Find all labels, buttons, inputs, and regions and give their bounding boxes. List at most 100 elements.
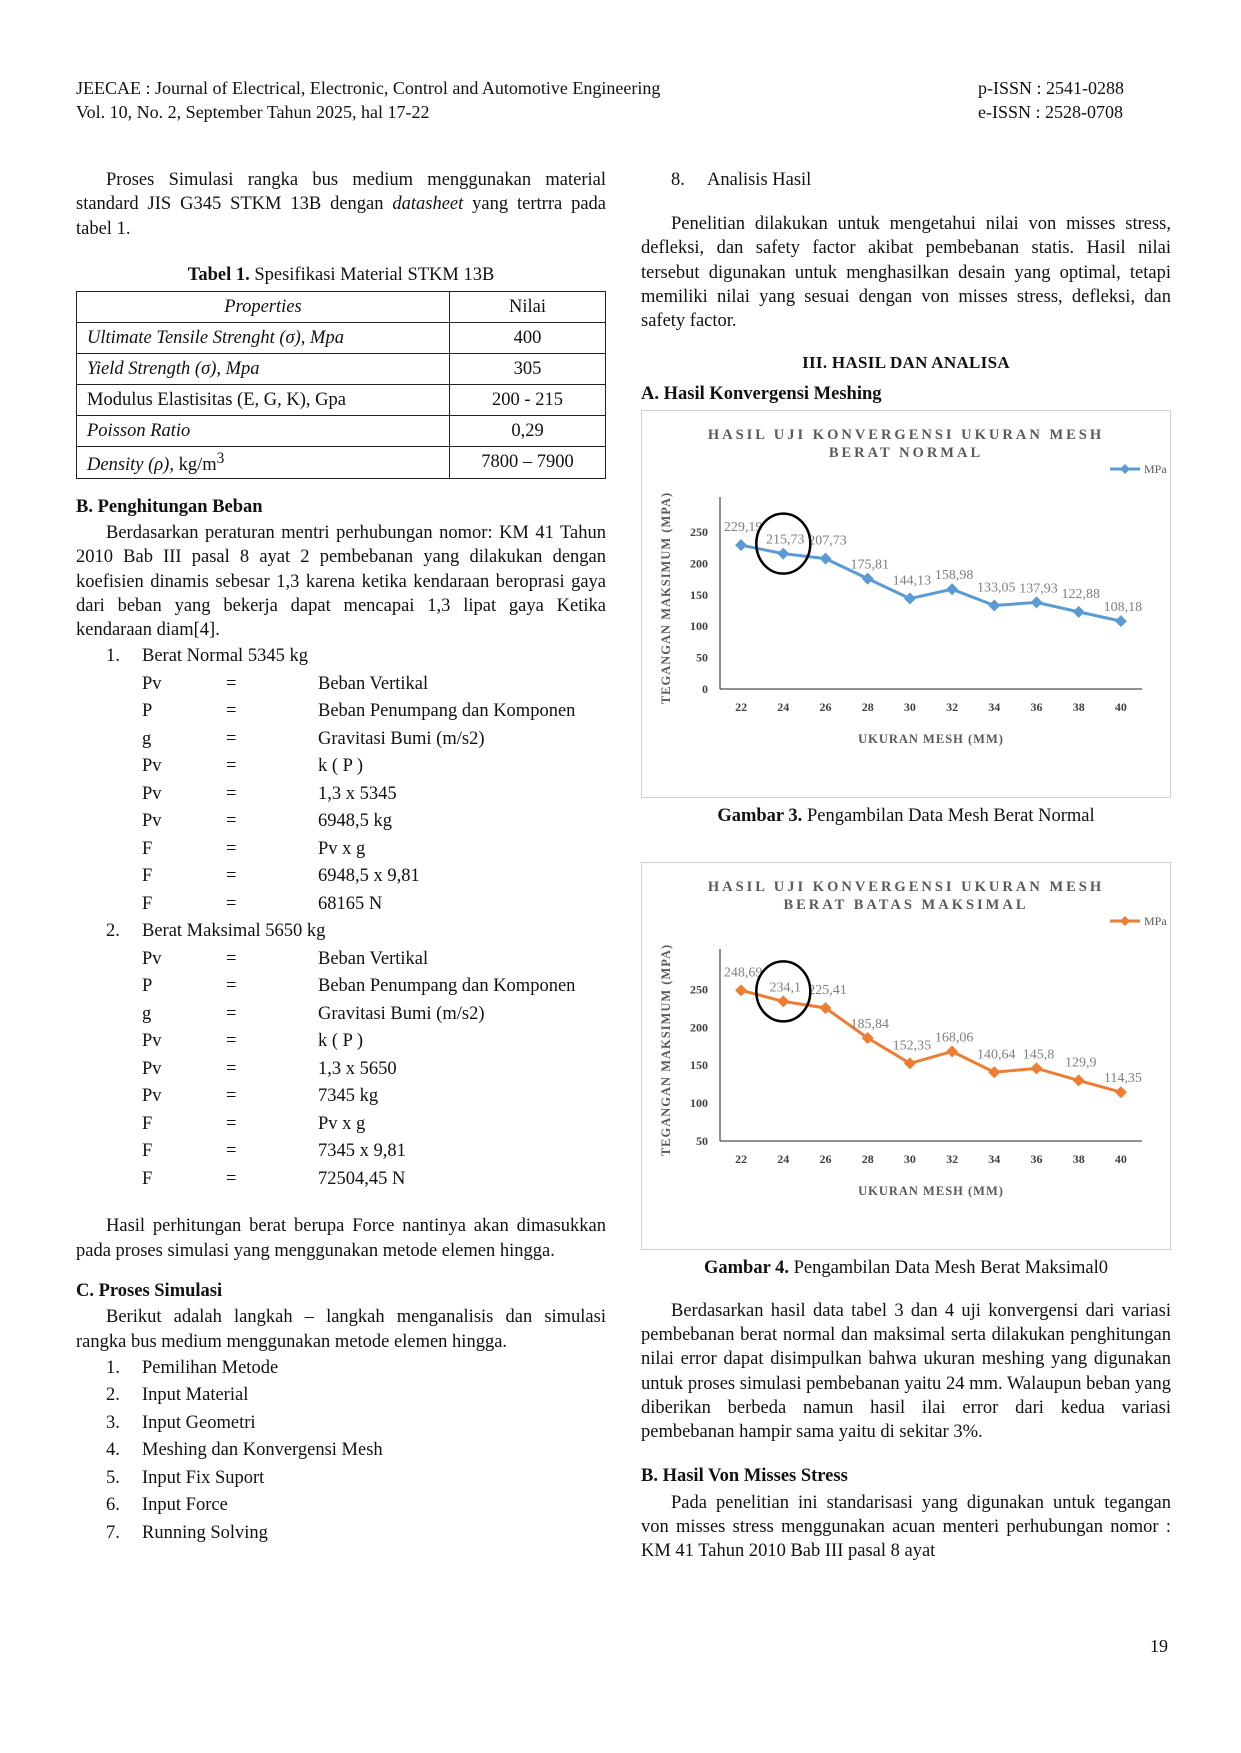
list-text: Analisis Hasil xyxy=(707,169,812,190)
table-row: Ultimate Tensile Strenght (σ), Mpa 400 xyxy=(76,322,606,355)
data-point xyxy=(735,984,748,997)
x-tick-label: 40 xyxy=(1115,1152,1127,1166)
equation-value: Beban Penumpang dan Komponen xyxy=(318,976,576,997)
y-axis-title: TEGANGAN MAKSIMUM (MPA) xyxy=(659,492,673,704)
legend-swatch-marker xyxy=(1120,916,1130,927)
data-label: 152,35 xyxy=(893,1039,932,1054)
equation-symbol: Pv xyxy=(142,1031,162,1052)
chart-title: BERAT BATAS MAKSIMAL xyxy=(783,897,1028,913)
data-label: 207,73 xyxy=(808,534,847,549)
equation-row: g = Gravitasi Bumi (m/s2) xyxy=(76,725,606,753)
equation-equals: = xyxy=(226,1113,237,1134)
list-text: Berat Maksimal 5650 kg xyxy=(142,921,326,942)
property-label: Poisson Ratio xyxy=(87,421,191,442)
header-left: JEECAE : Journal of Electrical, Electron… xyxy=(76,76,660,124)
data-label: 225,41 xyxy=(808,983,847,998)
data-point xyxy=(819,1002,832,1015)
steps-list: 1. Pemilihan Metode 2. Input Material 3. In… xyxy=(76,1354,606,1547)
equation-value: 7345 x 9,81 xyxy=(318,1141,406,1162)
equation-symbol: Pv xyxy=(142,756,162,777)
step-8: 8. Analisis Hasil xyxy=(641,168,1171,192)
load-2-title: 2. Berat Maksimal 5650 kg xyxy=(76,917,606,945)
equation-equals: = xyxy=(226,783,237,804)
analysis-paragraph: Penelitian dilakukan untuk mengetahui ni… xyxy=(641,214,1171,332)
table-cell: Poisson Ratio xyxy=(76,415,450,448)
x-tick-label: 34 xyxy=(988,700,1000,714)
left-column: Proses Simulasi rangka bus medium menggu… xyxy=(76,168,606,1546)
equation-symbol: F xyxy=(142,866,153,887)
list-text: Pemilihan Metode xyxy=(142,1357,279,1378)
list-number: 2. xyxy=(106,921,120,942)
list-number: 5. xyxy=(106,1467,120,1488)
equation-equals: = xyxy=(226,1031,237,1052)
section-b-title: B. Penghitungan Beban xyxy=(76,496,263,517)
data-label: 144,13 xyxy=(893,574,932,589)
load-1-equations: Pv = Beban Vertikal P = Beban Penumpang dan K… xyxy=(76,670,606,918)
chart-title: HASIL UJI KONVERGENSI UKURAN MESH xyxy=(708,879,1104,895)
data-label: 108,18 xyxy=(1104,600,1143,615)
x-axis-title: UKURAN MESH (MM) xyxy=(858,1184,1004,1198)
table-cell: 200 - 215 xyxy=(449,384,606,417)
chart-maximum: HASIL UJI KONVERGENSI UKURAN MESH BERAT B… xyxy=(641,862,1171,1251)
equation-equals: = xyxy=(226,728,237,749)
x-tick-label: 36 xyxy=(1031,1152,1043,1166)
list-item: 1. Pemilihan Metode xyxy=(76,1354,606,1382)
equation-symbol: Pv xyxy=(142,948,162,969)
equation-equals: = xyxy=(226,976,237,997)
equation-value: 72504,45 N xyxy=(318,1168,406,1189)
section-b-paragraph: Berdasarkan peraturan mentri perhubungan… xyxy=(76,522,606,641)
equation-equals: = xyxy=(226,948,237,969)
equation-equals: = xyxy=(226,1058,237,1079)
y-tick-label: 100 xyxy=(690,619,708,633)
chart-title: HASIL UJI KONVERGENSI UKURAN MESH xyxy=(708,427,1104,443)
equation-value: 1,3 x 5345 xyxy=(318,783,397,804)
equation-equals: = xyxy=(226,838,237,859)
data-point xyxy=(1030,596,1043,609)
y-axis-title: TEGANGAN MAKSIMUM (MPA) xyxy=(659,944,673,1156)
intro-text-em: datasheet xyxy=(392,194,464,215)
list-text: Running Solving xyxy=(142,1522,268,1543)
table-caption-text: Spesifikasi Material STKM 13B xyxy=(249,264,495,285)
equation-row: Pv = 1,3 x 5650 xyxy=(76,1055,606,1083)
equation-equals: = xyxy=(226,1003,237,1024)
property-label: Yield Strength (σ), Mpa xyxy=(87,359,260,380)
y-tick-label: 250 xyxy=(690,983,708,997)
legend-swatch-marker xyxy=(1120,464,1130,475)
intro-paragraph: Proses Simulasi rangka bus medium menggu… xyxy=(76,168,606,241)
data-label: 133,05 xyxy=(977,581,1016,596)
equation-value: 6948,5 kg xyxy=(318,811,392,832)
equation-symbol: F xyxy=(142,893,153,914)
intro-text-a: Proses Simulasi rangka bus medium menggu… xyxy=(76,170,606,215)
equation-equals: = xyxy=(226,701,237,722)
pissn: p-ISSN : 2541-0288 xyxy=(978,78,1125,98)
list-text: Berat Normal 5345 kg xyxy=(142,646,308,667)
x-tick-label: 22 xyxy=(735,1152,747,1166)
equation-symbol: g xyxy=(142,728,152,749)
y-tick-label: 200 xyxy=(690,557,708,571)
data-label: 140,64 xyxy=(977,1048,1016,1063)
table-row: Modulus Elastisitas (E, G, K), Gpa 200 -… xyxy=(76,384,606,417)
equation-row: Pv = 1,3 x 5345 xyxy=(76,780,606,808)
equation-symbol: F xyxy=(142,1141,153,1162)
x-tick-label: 24 xyxy=(777,1152,789,1166)
figure-4-caption: Gambar 4. Pengambilan Data Mesh Berat Ma… xyxy=(641,1256,1171,1280)
result-paragraph: Hasil perhitungan berat berupa Force nan… xyxy=(76,1216,606,1261)
list-number: 6. xyxy=(106,1495,120,1515)
data-label: 175,81 xyxy=(850,558,889,573)
equation-value: 68165 N xyxy=(318,893,383,914)
list-text: Input Geometri xyxy=(142,1412,256,1433)
table-header-cell: Properties xyxy=(76,291,450,324)
equation-row: Pv = k ( P ) xyxy=(76,1027,606,1055)
intro-text-b: yang tertrra pada tabel 1. xyxy=(76,194,606,239)
data-label: 168,06 xyxy=(935,1031,974,1046)
list-number: 7. xyxy=(106,1522,120,1543)
density-sup: 3 xyxy=(216,450,225,468)
conclusion-paragraph: Berdasarkan hasil data tabel 3 dan 4 uji… xyxy=(641,1300,1171,1443)
data-point xyxy=(946,1045,959,1058)
figure-label: Gambar 3. xyxy=(717,806,803,827)
x-tick-label: 30 xyxy=(904,700,916,714)
equation-equals: = xyxy=(226,893,237,914)
list-item: 3. Input Geometri xyxy=(76,1409,606,1437)
table-cell: Ultimate Tensile Strenght (σ), Mpa xyxy=(76,322,450,355)
y-tick-label: 200 xyxy=(690,1021,708,1035)
